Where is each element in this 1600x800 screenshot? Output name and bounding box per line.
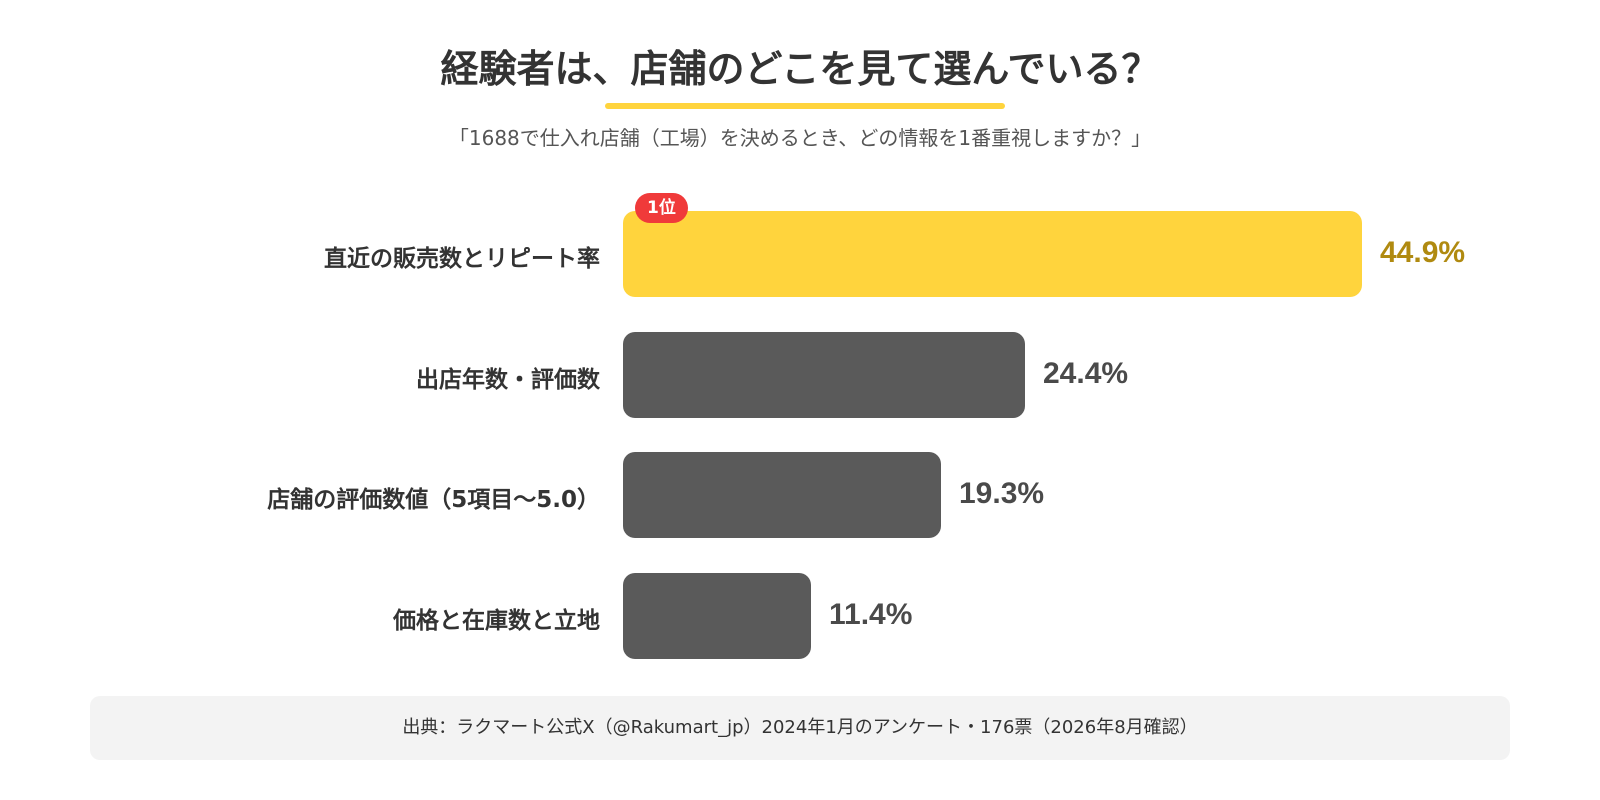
category-label: 価格と在庫数と立地: [393, 607, 600, 634]
value-label: 24.4%: [1043, 356, 1129, 390]
chart-title: 経験者は、店舗のどこを見て選んでいる？: [440, 47, 1160, 91]
category-label: 直近の販売数とリピート率: [324, 246, 600, 272]
bar: [623, 572, 811, 659]
category-label: 出店年数・評価数: [416, 366, 600, 393]
source-note: 出典：ラクマート公式X（@Rakumart_jp）2024年1月のアンケート・1…: [90, 696, 1510, 760]
title-underline: [605, 103, 1005, 109]
bar: [623, 331, 1025, 418]
value-label: 11.4%: [829, 597, 913, 631]
bar: [623, 211, 1362, 297]
value-label: 44.9%: [1380, 236, 1466, 269]
rank-badge: 1位: [635, 193, 688, 223]
chart-subtitle: 「1688で仕入れ店舗（工場）を決めるとき、どの情報を1番重視しますか？」: [448, 126, 1152, 150]
bar: [623, 452, 941, 538]
category-label: 店舗の評価数値（5項目～5.0）: [267, 487, 600, 513]
value-label: 19.3%: [959, 477, 1045, 510]
